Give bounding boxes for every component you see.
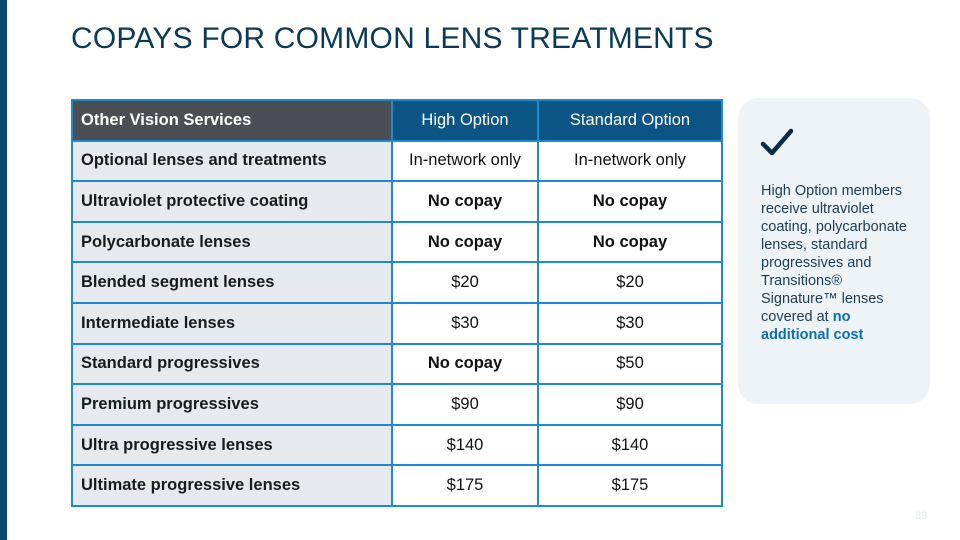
copay-table-container: Other Vision Services High Option Standa…	[71, 99, 723, 507]
standard-option-value: $90	[537, 383, 723, 426]
table-row: Optional lenses and treatments In-networ…	[71, 139, 723, 183]
table-row: Ultraviolet protective coating No copay …	[71, 180, 723, 223]
header-high-option: High Option	[391, 99, 539, 142]
high-option-value: In-network only	[391, 139, 539, 183]
page-number: 89	[915, 510, 928, 522]
table-row: Ultra progressive lenses $140 $140	[71, 423, 723, 467]
row-label: Intermediate lenses	[71, 301, 393, 345]
high-option-value: $30	[391, 301, 539, 345]
note-text: High Option members receive ultraviolet …	[761, 182, 911, 344]
row-label: Ultraviolet protective coating	[71, 180, 393, 223]
copay-table: Other Vision Services High Option Standa…	[71, 99, 723, 507]
high-option-value: $20	[391, 261, 539, 304]
standard-option-value: No copay	[537, 180, 723, 223]
standard-option-value: $20	[537, 261, 723, 304]
high-option-value: $90	[391, 383, 539, 426]
row-label: Optional lenses and treatments	[71, 139, 393, 183]
row-label: Standard progressives	[71, 342, 393, 386]
standard-option-value: $175	[537, 464, 723, 507]
high-option-value: No copay	[391, 342, 539, 386]
standard-option-value: No copay	[537, 220, 723, 264]
standard-option-value: $140	[537, 423, 723, 467]
row-label: Ultra progressive lenses	[71, 423, 393, 467]
high-option-value: No copay	[391, 180, 539, 223]
high-option-value: No copay	[391, 220, 539, 264]
high-option-value: $140	[391, 423, 539, 467]
note-highlight: no additional cost	[761, 309, 864, 343]
header-standard-option: Standard Option	[537, 99, 723, 142]
table-row: Polycarbonate lenses No copay No copay	[71, 220, 723, 264]
high-option-note-card: High Option members receive ultraviolet …	[738, 98, 930, 404]
row-label: Polycarbonate lenses	[71, 220, 393, 264]
row-label: Blended segment lenses	[71, 261, 393, 304]
standard-option-value: In-network only	[537, 139, 723, 183]
left-accent-bar	[0, 0, 7, 540]
note-body: High Option members receive ultraviolet …	[761, 183, 907, 325]
table-row: Standard progressives No copay $50	[71, 342, 723, 386]
page-title: COPAYS FOR COMMON LENS TREATMENTS	[71, 22, 714, 55]
table-header-row: Other Vision Services High Option Standa…	[71, 99, 723, 142]
table-row: Premium progressives $90 $90	[71, 383, 723, 426]
table-row: Intermediate lenses $30 $30	[71, 301, 723, 345]
standard-option-value: $30	[537, 301, 723, 345]
standard-option-value: $50	[537, 342, 723, 386]
row-label: Ultimate progressive lenses	[71, 464, 393, 507]
checkmark-icon	[760, 128, 794, 156]
table-row: Ultimate progressive lenses $175 $175	[71, 464, 723, 507]
header-other-vision-services: Other Vision Services	[71, 99, 393, 142]
row-label: Premium progressives	[71, 383, 393, 426]
high-option-value: $175	[391, 464, 539, 507]
table-row: Blended segment lenses $20 $20	[71, 261, 723, 304]
